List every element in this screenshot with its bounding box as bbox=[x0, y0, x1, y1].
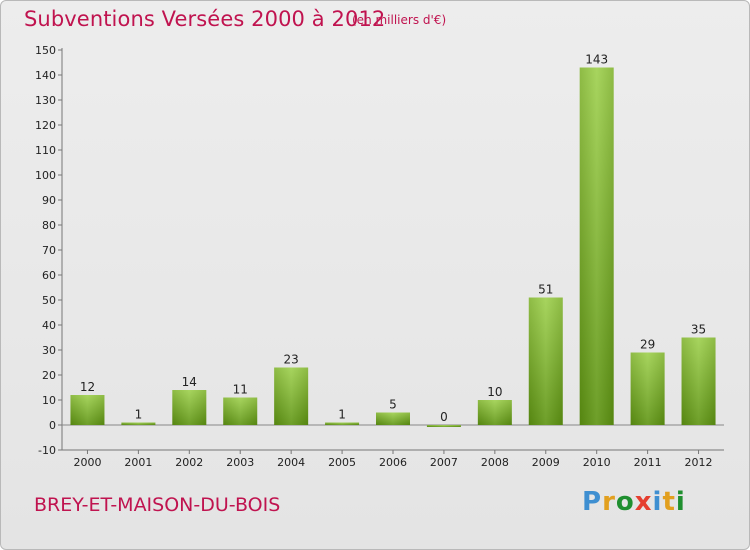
bar-shade bbox=[426, 425, 461, 427]
logo-letter: t bbox=[662, 487, 676, 517]
x-tick-label: 2011 bbox=[634, 456, 662, 469]
x-tick-label: 2008 bbox=[481, 456, 509, 469]
x-tick-label: 2001 bbox=[124, 456, 152, 469]
chart-title: Subventions Versées 2000 à 2012 bbox=[24, 7, 386, 31]
y-tick-label: 120 bbox=[35, 119, 56, 132]
bar-shade bbox=[681, 337, 716, 425]
bar-shade bbox=[376, 412, 410, 425]
bar-value-label: 0 bbox=[440, 410, 448, 424]
chart-unit: (en milliers d'€) bbox=[352, 13, 447, 27]
y-tick-label: 20 bbox=[42, 369, 56, 382]
bar-shade bbox=[579, 67, 614, 425]
x-tick-label: 2005 bbox=[328, 456, 356, 469]
bar-shade bbox=[172, 390, 207, 425]
logo-letter: x bbox=[634, 487, 653, 517]
x-tick-label: 2002 bbox=[175, 456, 203, 469]
x-tick-label: 2004 bbox=[277, 456, 305, 469]
x-tick-label: 2010 bbox=[583, 456, 611, 469]
y-tick-label: 40 bbox=[42, 319, 56, 332]
bar-value-label: 1 bbox=[135, 408, 143, 422]
commune-name: BREY-ET-MAISON-DU-BOIS bbox=[34, 494, 281, 516]
bar-value-label: 29 bbox=[640, 338, 655, 352]
proxiti-logo[interactable]: Proxiti bbox=[582, 487, 686, 517]
x-tick-label: 2000 bbox=[73, 456, 101, 469]
logo-letter: i bbox=[652, 487, 663, 517]
bar-shade bbox=[528, 297, 563, 425]
bar-value-label: 11 bbox=[233, 383, 248, 397]
y-tick-label: 30 bbox=[42, 344, 56, 357]
bar-shade bbox=[121, 422, 156, 425]
y-tick-label: 50 bbox=[42, 294, 56, 307]
y-tick-label: -10 bbox=[38, 444, 56, 457]
y-tick-label: 60 bbox=[42, 269, 56, 282]
y-tick-label: 110 bbox=[35, 144, 56, 157]
logo-letter: i bbox=[675, 487, 686, 517]
logo-letter: r bbox=[602, 487, 616, 517]
bar-shade bbox=[477, 400, 512, 425]
y-tick-label: 80 bbox=[42, 219, 56, 232]
y-tick-label: 10 bbox=[42, 394, 56, 407]
x-tick-label: 2007 bbox=[430, 456, 458, 469]
y-tick-label: 150 bbox=[35, 44, 56, 57]
bar-value-label: 12 bbox=[80, 380, 95, 394]
bar-value-label: 14 bbox=[182, 375, 197, 389]
chart-labels: 2000 12 2001 1 2002 14 2003 11 2004 23 2005 1 2006 5 2… bbox=[73, 53, 712, 470]
y-tick-label: 140 bbox=[35, 69, 56, 82]
logo-letter: P bbox=[582, 487, 603, 517]
x-tick-label: 2003 bbox=[226, 456, 254, 469]
bar-shade bbox=[325, 422, 360, 425]
bar-value-label: 35 bbox=[691, 323, 706, 337]
y-tick-label: 70 bbox=[42, 244, 56, 257]
bar-value-label: 23 bbox=[284, 353, 299, 367]
bar-shade bbox=[274, 367, 309, 425]
bar-value-label: 10 bbox=[487, 385, 502, 399]
y-tick-label: 130 bbox=[35, 94, 56, 107]
chart-bars bbox=[70, 67, 716, 427]
bar-value-label: 143 bbox=[585, 53, 608, 67]
bar-value-label: 1 bbox=[338, 408, 346, 422]
bar-shade bbox=[70, 395, 105, 425]
y-tick-label: 90 bbox=[42, 194, 56, 207]
logo-letter: o bbox=[615, 487, 635, 517]
bar-value-label: 51 bbox=[538, 283, 553, 297]
bar-shade bbox=[223, 397, 258, 425]
x-tick-label: 2012 bbox=[685, 456, 713, 469]
bar-value-label: 5 bbox=[389, 398, 397, 412]
y-tick-label: 100 bbox=[35, 169, 56, 182]
x-tick-label: 2006 bbox=[379, 456, 407, 469]
y-tick-label: 0 bbox=[49, 419, 56, 432]
bar-shade bbox=[630, 352, 665, 425]
x-tick-label: 2009 bbox=[532, 456, 560, 469]
